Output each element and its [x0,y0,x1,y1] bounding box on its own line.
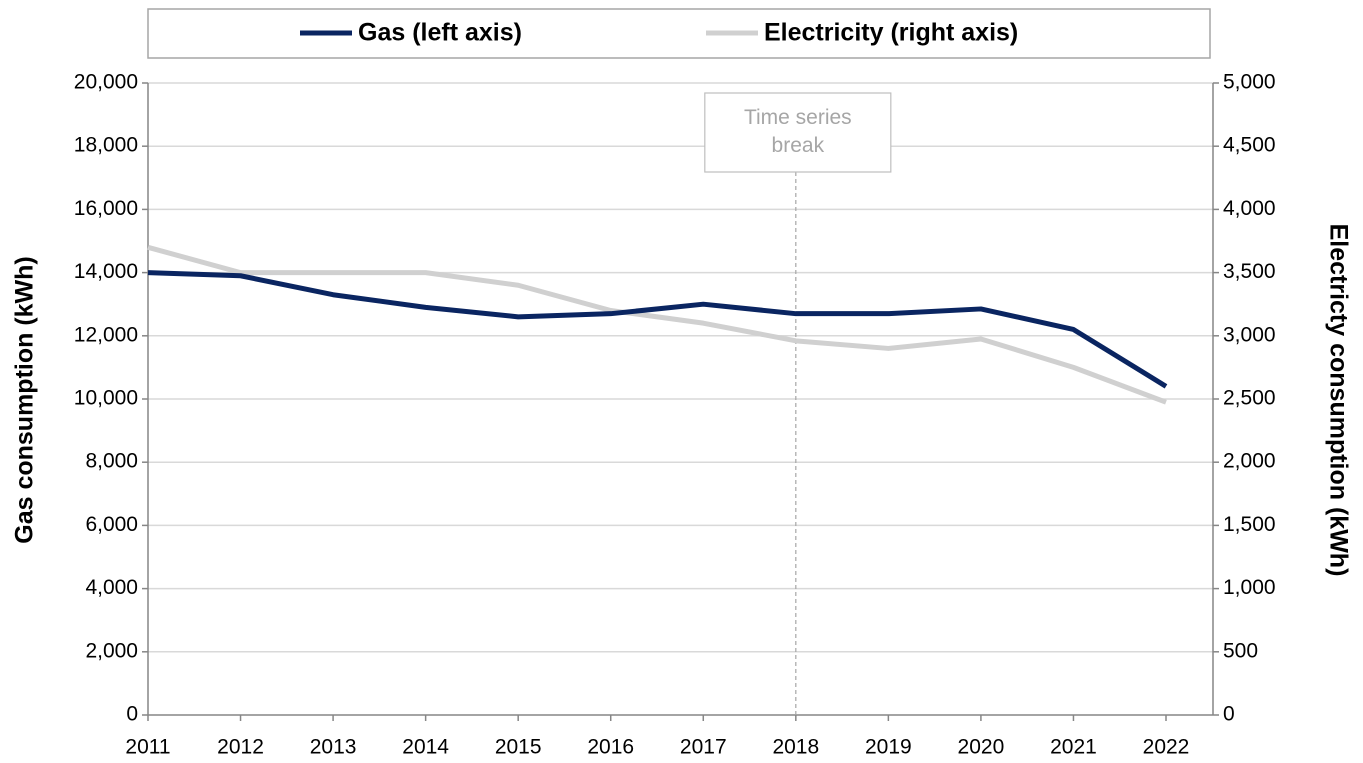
x-tick-label: 2012 [217,736,264,759]
x-tick-label: 2017 [680,736,727,759]
annotation-wrap: Time series break [743,106,852,157]
y-tick-label: 20,000 [74,71,138,94]
x-tick-label: 2018 [772,736,819,759]
y-axis-title: Gas consumption (kWh) [11,256,39,544]
y2-tick-label: 1,000 [1223,576,1276,599]
y2-tick-label: 500 [1223,639,1258,662]
series-line [147,270,1168,389]
x-tick-label: 2019 [865,736,912,759]
y-tick-label: 6,000 [85,513,138,536]
series-line [147,244,1167,405]
x-tick-label: 2016 [587,736,634,759]
y2-tick-label: 3,500 [1223,260,1276,283]
legend-label: Gas (left axis) [358,19,522,47]
x-tick-label: 2021 [1050,736,1097,759]
annotation: Time series break [743,106,852,157]
x-tick-label: 2020 [958,736,1005,759]
y2-tick-label: 0 [1223,703,1235,726]
y2-tick-label: 3,000 [1223,323,1276,346]
y2-tick-label: 4,500 [1223,134,1276,157]
y2-tick-label: 5,000 [1223,71,1276,94]
y-tick-label: 0 [126,703,138,726]
y2-tick-label: 2,000 [1223,450,1276,473]
y-tick-label: 12,000 [74,323,138,346]
x-tick-label: 2015 [495,736,542,759]
y-tick-label: 2,000 [85,639,138,662]
x-tick-label: 2022 [1143,736,1190,759]
y-tick-label: 18,000 [74,134,138,157]
x-tick-label: 2014 [402,736,449,759]
y-tick-label: 14,000 [74,260,138,283]
x-tick-label: 2013 [310,736,357,759]
y-tick-label: 8,000 [85,450,138,473]
x-tick-label: 2011 [125,736,170,759]
y2-tick-label: 1,500 [1223,513,1276,536]
annotation-box [704,92,892,173]
y2-tick-label: 4,000 [1223,197,1276,220]
y2-tick-label: 2,500 [1223,387,1276,410]
y-tick-label: 4,000 [85,576,138,599]
y2-axis-title: Electricty consumption (kWh) [1324,224,1352,577]
y-tick-label: 10,000 [74,387,138,410]
y-tick-label: 16,000 [74,197,138,220]
legend-label: Electricity (right axis) [764,19,1018,47]
